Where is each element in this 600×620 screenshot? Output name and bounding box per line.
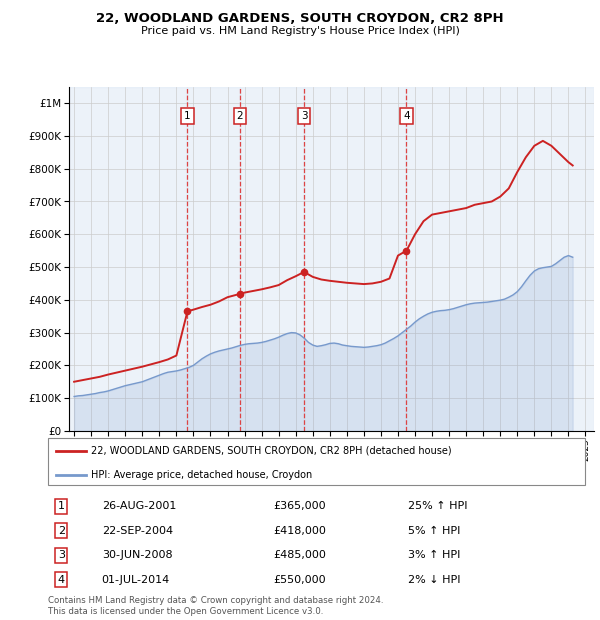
Text: 3% ↑ HPI: 3% ↑ HPI xyxy=(408,551,460,560)
Text: £418,000: £418,000 xyxy=(274,526,326,536)
Text: Contains HM Land Registry data © Crown copyright and database right 2024.
This d: Contains HM Land Registry data © Crown c… xyxy=(48,596,383,616)
Text: 3: 3 xyxy=(301,112,307,122)
Bar xyxy=(406,87,594,431)
Text: 22, WOODLAND GARDENS, SOUTH CROYDON, CR2 8PH: 22, WOODLAND GARDENS, SOUTH CROYDON, CR2… xyxy=(96,12,504,25)
Text: £550,000: £550,000 xyxy=(274,575,326,585)
Text: 2: 2 xyxy=(236,112,243,122)
Text: £365,000: £365,000 xyxy=(274,501,326,511)
Text: 26-AUG-2001: 26-AUG-2001 xyxy=(102,501,176,511)
Text: 4: 4 xyxy=(58,575,65,585)
Text: 30-JUN-2008: 30-JUN-2008 xyxy=(102,551,172,560)
Text: 01-JUL-2014: 01-JUL-2014 xyxy=(102,575,170,585)
Text: £485,000: £485,000 xyxy=(274,551,326,560)
Text: 2: 2 xyxy=(58,526,65,536)
Text: 2% ↓ HPI: 2% ↓ HPI xyxy=(408,575,460,585)
Text: 3: 3 xyxy=(58,551,65,560)
Bar xyxy=(304,87,406,431)
Text: 22, WOODLAND GARDENS, SOUTH CROYDON, CR2 8PH (detached house): 22, WOODLAND GARDENS, SOUTH CROYDON, CR2… xyxy=(91,446,452,456)
Text: 5% ↑ HPI: 5% ↑ HPI xyxy=(408,526,460,536)
Text: 1: 1 xyxy=(58,501,65,511)
Bar xyxy=(240,87,304,431)
Text: 1: 1 xyxy=(184,112,191,122)
Text: 4: 4 xyxy=(403,112,410,122)
Text: HPI: Average price, detached house, Croydon: HPI: Average price, detached house, Croy… xyxy=(91,469,312,480)
Text: 22-SEP-2004: 22-SEP-2004 xyxy=(102,526,173,536)
Bar xyxy=(69,87,187,431)
Bar xyxy=(187,87,240,431)
Text: Price paid vs. HM Land Registry's House Price Index (HPI): Price paid vs. HM Land Registry's House … xyxy=(140,26,460,36)
FancyBboxPatch shape xyxy=(48,438,585,485)
Text: 25% ↑ HPI: 25% ↑ HPI xyxy=(408,501,467,511)
